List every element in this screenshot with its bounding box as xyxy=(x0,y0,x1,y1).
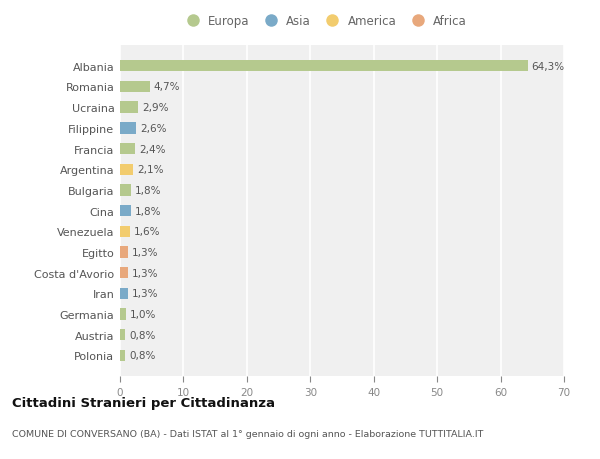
Text: 2,9%: 2,9% xyxy=(142,103,169,113)
Text: 64,3%: 64,3% xyxy=(532,62,565,72)
Bar xyxy=(120,82,150,93)
Bar xyxy=(120,123,136,134)
Bar xyxy=(120,226,130,237)
Text: 1,3%: 1,3% xyxy=(132,247,158,257)
Bar xyxy=(120,185,131,196)
Text: 1,3%: 1,3% xyxy=(132,289,158,299)
Text: 2,6%: 2,6% xyxy=(140,123,167,134)
Text: 1,8%: 1,8% xyxy=(135,185,162,196)
Text: 1,6%: 1,6% xyxy=(134,227,160,237)
Bar xyxy=(120,330,125,341)
Text: 2,4%: 2,4% xyxy=(139,144,166,154)
Bar xyxy=(120,268,128,279)
Text: 0,8%: 0,8% xyxy=(129,330,155,340)
Bar xyxy=(120,247,128,258)
Bar xyxy=(120,61,528,72)
Bar xyxy=(120,309,127,320)
Text: 0,8%: 0,8% xyxy=(129,351,155,361)
Text: 1,0%: 1,0% xyxy=(130,309,157,319)
Text: Cittadini Stranieri per Cittadinanza: Cittadini Stranieri per Cittadinanza xyxy=(12,396,275,409)
Text: 1,3%: 1,3% xyxy=(132,268,158,278)
Bar xyxy=(120,206,131,217)
Bar xyxy=(120,144,135,155)
Bar xyxy=(120,102,139,113)
Bar xyxy=(120,350,125,361)
Text: 2,1%: 2,1% xyxy=(137,165,164,175)
Text: COMUNE DI CONVERSANO (BA) - Dati ISTAT al 1° gennaio di ogni anno - Elaborazione: COMUNE DI CONVERSANO (BA) - Dati ISTAT a… xyxy=(12,429,484,438)
Bar xyxy=(120,164,133,175)
Legend: Europa, Asia, America, Africa: Europa, Asia, America, Africa xyxy=(181,15,467,28)
Text: 4,7%: 4,7% xyxy=(154,82,180,92)
Text: 1,8%: 1,8% xyxy=(135,206,162,216)
Bar xyxy=(120,288,128,299)
